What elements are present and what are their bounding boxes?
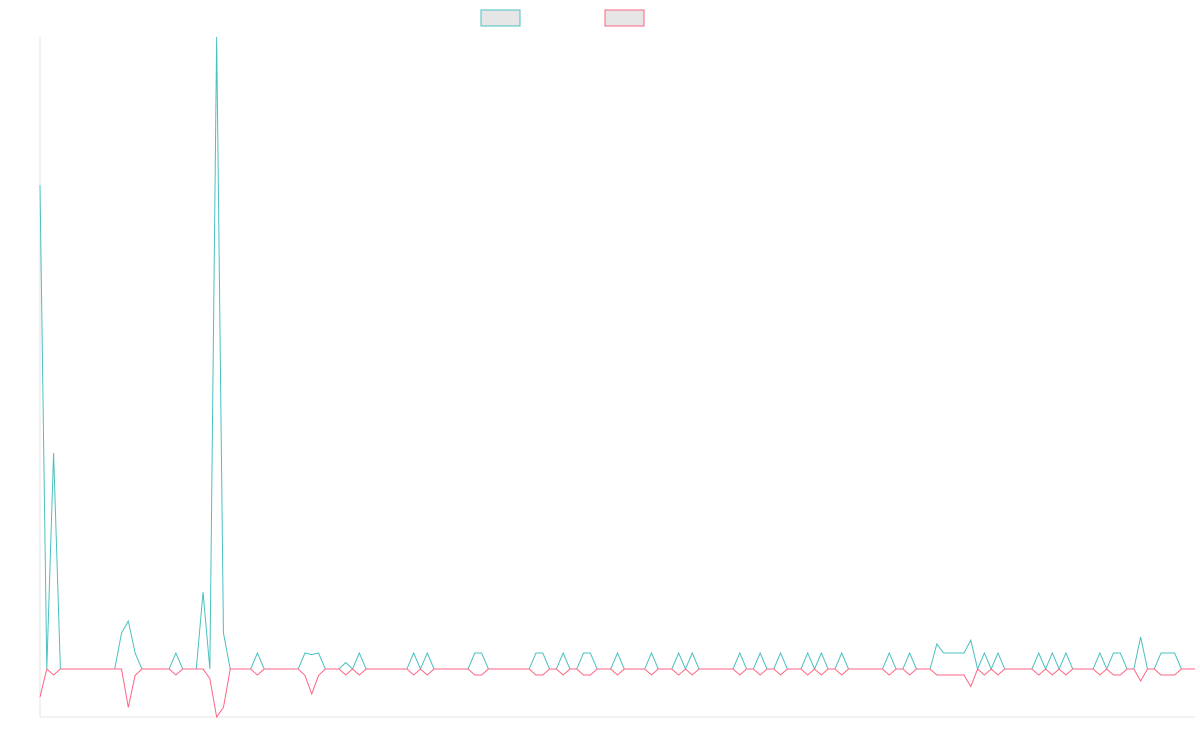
- legend-swatch: [480, 9, 521, 27]
- legend-swatch: [604, 9, 645, 27]
- line-series: [39, 668, 1195, 719]
- line-series: [39, 36, 1195, 671]
